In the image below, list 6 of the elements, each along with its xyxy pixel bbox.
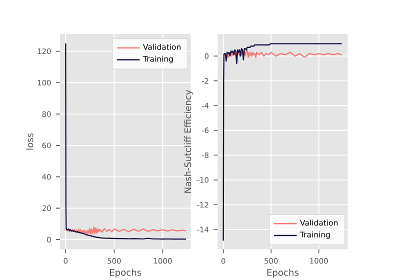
y-axis-title: Nash-Sutcliff Efficiency — [184, 90, 193, 193]
y-axis-title: loss — [26, 133, 34, 150]
x-axis-title: Epochs — [267, 268, 299, 278]
line-series — [224, 49, 342, 58]
line-series — [66, 226, 187, 235]
x-axis-title: Epochs — [110, 268, 142, 278]
